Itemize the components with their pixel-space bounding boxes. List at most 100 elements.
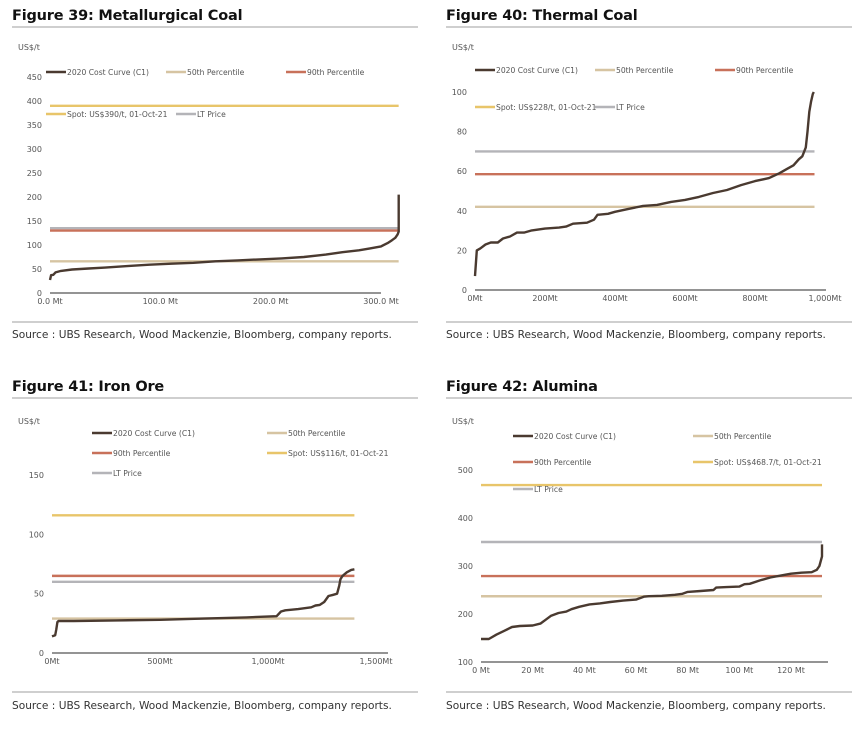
y-tick-label: 20 — [457, 246, 467, 255]
x-tick-label: 40 Mt — [573, 666, 596, 675]
y-axis-unit-label: US$/t — [18, 417, 40, 426]
x-tick-label: 0.0 Mt — [37, 297, 62, 306]
legend-label: 2020 Cost Curve (C1) — [113, 429, 195, 438]
legend-item-p50: 50th Percentile — [267, 429, 346, 438]
x-tick-label: 200.0 Mt — [253, 297, 288, 306]
y-tick-label: 200 — [27, 193, 42, 202]
legend-item-lt: LT Price — [92, 469, 142, 478]
legend-label: 90th Percentile — [736, 66, 794, 75]
legend-label: 2020 Cost Curve (C1) — [496, 66, 578, 75]
legend-label: 50th Percentile — [616, 66, 674, 75]
y-tick-label: 450 — [27, 73, 42, 82]
x-tick-label: 80 Mt — [676, 666, 699, 675]
legend-label: 90th Percentile — [113, 449, 171, 458]
x-tick-label: 500Mt — [147, 657, 172, 666]
y-tick-label: 50 — [32, 265, 42, 274]
source-divider — [446, 691, 852, 693]
legend-label: Spot: US$468.7/t, 01-Oct-21 — [714, 458, 822, 467]
x-tick-label: 1,500Mt — [360, 657, 393, 666]
y-tick-label: 500 — [458, 466, 473, 475]
title-divider — [446, 26, 852, 28]
x-tick-label: 120 Mt — [777, 666, 805, 675]
x-tick-label: 400Mt — [602, 294, 627, 303]
legend-label: LT Price — [197, 110, 226, 119]
x-tick-label: 0Mt — [467, 294, 482, 303]
x-tick-label: 60 Mt — [625, 666, 648, 675]
title-divider — [446, 397, 852, 399]
legend-label: Spot: US$390/t, 01-Oct-21 — [67, 110, 168, 119]
x-tick-label: 1,000Mt — [809, 294, 842, 303]
x-tick-label: 300.0 Mt — [363, 297, 398, 306]
legend-item-p50: 50th Percentile — [693, 432, 772, 441]
y-tick-label: 100 — [27, 241, 42, 250]
x-tick-label: 600Mt — [672, 294, 697, 303]
chart-metallurgical-coal: US$/t 0 50 100 150 200 250 300 350 400 450 0.0 Mt 10… — [18, 43, 400, 306]
title-divider — [12, 26, 418, 28]
chart-alumina: US$/t 100 200 300 400 500 0 Mt 20 Mt 40 Mt 60 Mt 8… — [452, 417, 828, 675]
legend-item-lt: LT Price — [595, 103, 645, 112]
figure-title: Figure 41: Iron Ore — [12, 379, 165, 395]
cost-curve-line — [481, 544, 824, 641]
legend-item-p50: 50th Percentile — [595, 66, 674, 75]
legend-label: 50th Percentile — [714, 432, 772, 441]
y-tick-label: 300 — [458, 562, 473, 571]
legend-item-cost_curve: 2020 Cost Curve (C1) — [46, 68, 149, 77]
source-divider — [12, 321, 418, 323]
legend-label: LT Price — [534, 485, 563, 494]
y-tick-label: 100 — [29, 530, 44, 539]
source-divider — [446, 321, 852, 323]
x-tick-label: 1,000Mt — [252, 657, 285, 666]
x-tick-label: 100 Mt — [725, 666, 753, 675]
legend-item-p50: 50th Percentile — [166, 68, 245, 77]
y-axis-unit-label: US$/t — [18, 43, 40, 52]
source-divider — [12, 691, 418, 693]
cost-curve-line — [48, 194, 400, 281]
y-axis-unit-label: US$/t — [452, 43, 474, 52]
figure-title: Figure 40: Thermal Coal — [446, 8, 638, 24]
y-tick-label: 250 — [27, 169, 42, 178]
x-tick-label: 0Mt — [44, 657, 59, 666]
y-tick-label: 350 — [27, 121, 42, 130]
figure-40-panel: Figure 40: Thermal Coal US$/t 0 20 40 60 80 10… — [446, 0, 863, 360]
y-axis-unit-label: US$/t — [452, 417, 474, 426]
cost-curve-line — [473, 91, 815, 277]
title-divider — [12, 397, 418, 399]
y-tick-label: 200 — [458, 610, 473, 619]
y-tick-label: 400 — [27, 97, 42, 106]
y-tick-label: 50 — [34, 590, 44, 599]
x-tick-label: 800Mt — [742, 294, 767, 303]
chart-thermal-coal: US$/t 0 20 40 60 80 100 0Mt 200Mt 400Mt 600Mt 800Mt… — [452, 43, 842, 303]
source-note: Source : UBS Research, Wood Mackenzie, B… — [12, 329, 392, 341]
y-tick-label: 100 — [458, 658, 473, 667]
legend-label: LT Price — [113, 469, 142, 478]
cost-curve-line — [51, 568, 355, 638]
y-tick-label: 0 — [37, 289, 42, 298]
chart-iron-ore: US$/t 0 50 100 150 0Mt 500Mt 1,000Mt 1,500Mt 2020… — [18, 417, 393, 666]
legend-item-spot: Spot: US$116/t, 01-Oct-21 — [267, 449, 389, 458]
y-tick-label: 0 — [462, 286, 467, 295]
legend-item-lt: LT Price — [513, 485, 563, 494]
legend-item-p90: 90th Percentile — [715, 66, 794, 75]
legend-item-spot: Spot: US$228/t, 01-Oct-21 — [475, 103, 597, 112]
legend-item-p90: 90th Percentile — [92, 449, 171, 458]
source-note: Source : UBS Research, Wood Mackenzie, B… — [446, 329, 826, 341]
figure-title: Figure 42: Alumina — [446, 379, 598, 395]
legend-label: 90th Percentile — [307, 68, 365, 77]
legend-label: Spot: US$228/t, 01-Oct-21 — [496, 103, 597, 112]
legend-label: 50th Percentile — [288, 429, 346, 438]
y-tick-label: 0 — [39, 649, 44, 658]
y-tick-label: 150 — [27, 217, 42, 226]
legend-label: 90th Percentile — [534, 458, 592, 467]
figure-42-panel: Figure 42: Alumina US$/t 100 200 300 400 500 0… — [446, 371, 863, 731]
legend-label: 50th Percentile — [187, 68, 245, 77]
y-tick-label: 100 — [452, 88, 467, 97]
source-note: Source : UBS Research, Wood Mackenzie, B… — [446, 700, 826, 712]
legend-item-lt: LT Price — [176, 110, 226, 119]
legend-item-cost_curve: 2020 Cost Curve (C1) — [475, 66, 578, 75]
legend-item-spot: Spot: US$468.7/t, 01-Oct-21 — [693, 458, 822, 467]
legend-item-cost_curve: 2020 Cost Curve (C1) — [513, 432, 616, 441]
source-note: Source : UBS Research, Wood Mackenzie, B… — [12, 700, 392, 712]
y-tick-label: 40 — [457, 207, 467, 216]
legend-item-cost_curve: 2020 Cost Curve (C1) — [92, 429, 195, 438]
legend-item-spot: Spot: US$390/t, 01-Oct-21 — [46, 110, 168, 119]
